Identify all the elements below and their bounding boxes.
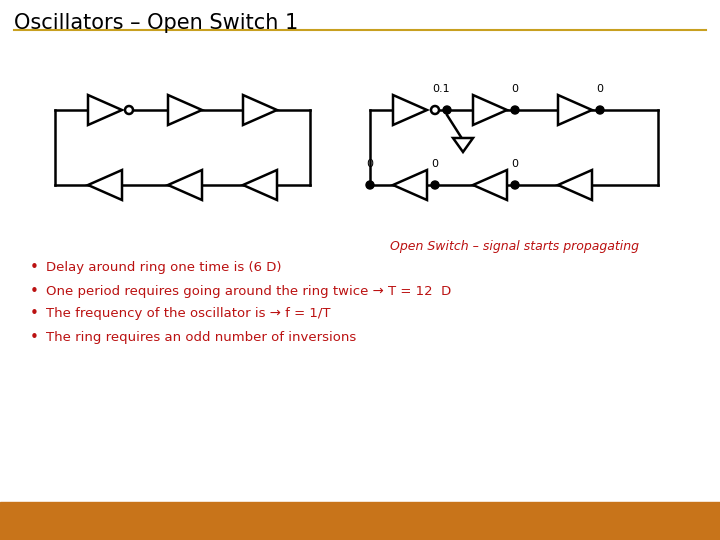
Text: 0: 0 bbox=[596, 84, 603, 94]
Text: 0: 0 bbox=[511, 159, 518, 169]
Text: 0: 0 bbox=[366, 159, 374, 169]
Polygon shape bbox=[393, 95, 427, 125]
Polygon shape bbox=[88, 95, 122, 125]
Text: One period requires going around the ring twice → T = 12  D: One period requires going around the rin… bbox=[46, 285, 451, 298]
Text: 0: 0 bbox=[431, 159, 438, 169]
Polygon shape bbox=[558, 170, 592, 200]
Text: Oscillators – Open Switch 1: Oscillators – Open Switch 1 bbox=[14, 13, 298, 33]
Circle shape bbox=[125, 106, 133, 114]
Polygon shape bbox=[88, 170, 122, 200]
Polygon shape bbox=[393, 170, 427, 200]
Polygon shape bbox=[558, 95, 592, 125]
Polygon shape bbox=[453, 138, 473, 152]
Circle shape bbox=[596, 106, 604, 114]
Polygon shape bbox=[243, 95, 277, 125]
Text: •: • bbox=[30, 329, 39, 345]
Text: •: • bbox=[30, 260, 39, 275]
Text: The ring requires an odd number of inversions: The ring requires an odd number of inver… bbox=[46, 330, 356, 343]
Polygon shape bbox=[243, 170, 277, 200]
Text: •: • bbox=[30, 284, 39, 299]
Text: •: • bbox=[30, 307, 39, 321]
Circle shape bbox=[443, 106, 451, 114]
Polygon shape bbox=[168, 95, 202, 125]
Text: The frequency of the oscillator is → f = 1/T: The frequency of the oscillator is → f =… bbox=[46, 307, 330, 321]
Text: Open Switch – signal starts propagating: Open Switch – signal starts propagating bbox=[390, 240, 639, 253]
Circle shape bbox=[511, 106, 519, 114]
Bar bbox=[0, 502, 720, 540]
Text: 0: 0 bbox=[511, 84, 518, 94]
Polygon shape bbox=[473, 95, 507, 125]
Circle shape bbox=[431, 106, 439, 114]
Circle shape bbox=[431, 181, 439, 189]
Polygon shape bbox=[473, 170, 507, 200]
Circle shape bbox=[366, 181, 374, 189]
Text: 0.1: 0.1 bbox=[432, 84, 450, 94]
Circle shape bbox=[511, 181, 519, 189]
Text: Delay around ring one time is (6 D): Delay around ring one time is (6 D) bbox=[46, 261, 282, 274]
Polygon shape bbox=[168, 170, 202, 200]
